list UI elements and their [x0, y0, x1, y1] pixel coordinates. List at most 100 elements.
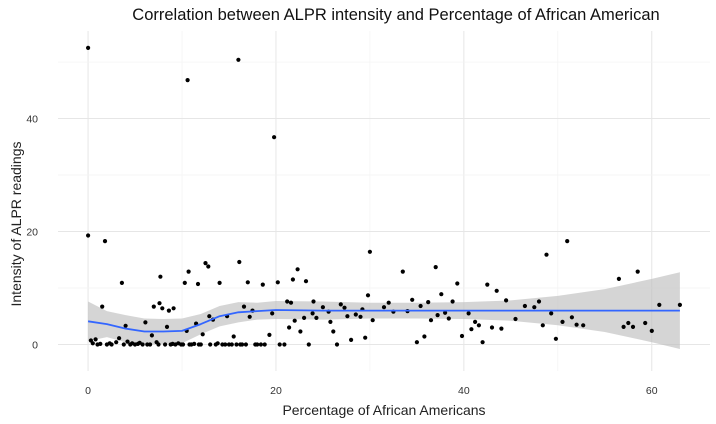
data-point	[121, 342, 126, 347]
data-point	[426, 300, 431, 305]
data-point	[414, 340, 419, 345]
data-point	[98, 341, 103, 346]
data-point	[245, 280, 250, 285]
data-point	[328, 319, 333, 324]
data-point	[381, 305, 387, 310]
data-point	[267, 332, 272, 337]
data-point	[285, 299, 290, 304]
data-point	[302, 315, 307, 320]
y-tick-label: 40	[26, 114, 38, 126]
data-point	[117, 336, 122, 341]
data-point	[489, 325, 495, 330]
data-point	[86, 233, 91, 238]
data-point	[119, 280, 124, 285]
data-point	[125, 339, 130, 344]
data-point	[275, 280, 280, 285]
data-point	[358, 314, 363, 319]
data-point	[370, 318, 375, 323]
data-point	[102, 239, 108, 244]
data-point	[292, 318, 297, 323]
data-point	[459, 333, 465, 339]
data-point	[207, 314, 212, 319]
data-point	[290, 277, 295, 282]
data-point	[236, 57, 241, 62]
data-point	[476, 323, 481, 328]
data-point	[504, 298, 509, 303]
smooth-line	[87, 309, 680, 333]
data-point	[433, 265, 438, 270]
data-point	[553, 336, 559, 341]
data-point	[231, 334, 236, 339]
data-point	[215, 341, 220, 346]
data-point	[240, 342, 245, 347]
x-tick-label: 40	[458, 385, 470, 397]
x-tick-labels: 0 20 40 60	[85, 385, 658, 397]
data-point	[247, 314, 252, 319]
chart-title: Correlation between ALPR intensity and P…	[132, 6, 659, 24]
data-point	[100, 304, 105, 309]
data-point	[310, 311, 315, 316]
data-point	[473, 319, 478, 324]
data-point	[157, 301, 162, 306]
data-point	[206, 264, 211, 269]
data-point	[331, 329, 336, 334]
data-point	[277, 342, 282, 347]
data-point	[560, 319, 565, 324]
grid-lines	[58, 31, 710, 371]
data-point	[208, 342, 213, 347]
data-point	[295, 267, 300, 272]
data-point	[234, 342, 239, 347]
data-point	[581, 323, 586, 328]
data-point	[282, 342, 287, 347]
data-point	[314, 315, 319, 320]
data-point	[677, 302, 683, 307]
data-point	[549, 311, 554, 316]
y-tick-label: 0	[32, 339, 38, 351]
data-point	[422, 334, 427, 339]
data-point	[163, 342, 168, 347]
data-point	[630, 324, 636, 329]
data-point	[363, 335, 368, 340]
data-point	[166, 308, 171, 313]
data-point	[182, 280, 187, 285]
data-point	[180, 342, 186, 347]
data-point	[164, 324, 170, 329]
data-point	[237, 259, 242, 265]
data-point	[367, 249, 372, 254]
data-point	[450, 299, 455, 304]
data-point	[148, 342, 153, 347]
data-point	[485, 282, 490, 287]
data-point	[140, 342, 145, 347]
data-point	[353, 312, 358, 317]
data-point	[303, 279, 309, 284]
data-point	[643, 320, 648, 326]
data-point	[649, 328, 654, 333]
data-point	[320, 305, 325, 310]
data-point	[544, 252, 549, 257]
data-point	[428, 318, 434, 323]
data-point	[569, 315, 575, 320]
data-point	[93, 337, 98, 342]
data-point	[171, 306, 176, 311]
data-point	[345, 314, 350, 319]
data-point	[342, 305, 347, 310]
data-point	[149, 333, 154, 338]
data-point	[466, 311, 471, 316]
data-point	[160, 306, 165, 311]
data-point	[532, 305, 537, 310]
data-point	[258, 342, 263, 347]
data-point	[455, 281, 460, 286]
data-point	[198, 342, 203, 347]
data-point	[540, 323, 545, 328]
data-point	[123, 323, 128, 328]
data-point	[288, 300, 294, 305]
data-point	[469, 327, 474, 332]
data-point	[386, 300, 391, 305]
data-point	[270, 311, 275, 316]
x-axis-title: Percentage of African Americans	[282, 402, 485, 418]
data-point	[657, 302, 662, 307]
data-point	[306, 342, 311, 347]
data-point	[400, 269, 405, 274]
